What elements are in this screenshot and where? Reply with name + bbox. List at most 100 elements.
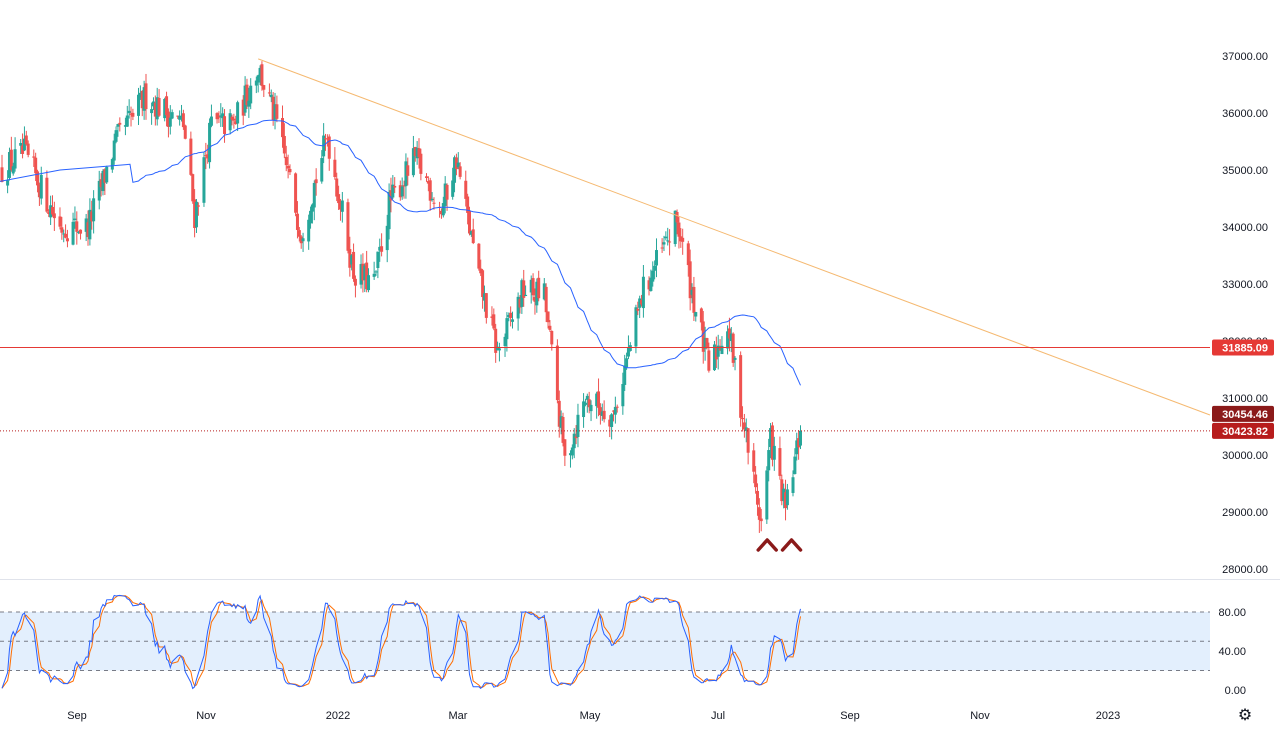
candle [49,195,53,226]
x-tick-label: May [580,710,601,722]
candle [60,216,64,240]
candle [361,253,365,293]
candle [32,149,36,167]
candle [19,138,23,155]
candle [546,311,550,329]
candle [752,443,756,484]
candle [451,167,455,200]
candle [112,133,116,165]
candle [79,229,83,240]
candle [439,208,443,219]
candle [754,466,758,494]
candle [533,288,537,315]
candle [129,106,133,127]
candle [234,115,238,125]
candle [613,396,617,424]
candle [690,283,694,304]
moving-average-layer [0,119,801,386]
candle [86,210,90,246]
candle [299,235,303,249]
candle [765,466,769,524]
candle [688,249,692,311]
candle [520,278,524,314]
candle [733,356,737,371]
moving-average-line [0,119,801,386]
candle [726,325,730,355]
candle [338,199,342,221]
candle [151,97,155,111]
candle [13,137,17,172]
candle [137,87,141,126]
gear-icon[interactable]: ⚙ [1237,707,1253,724]
candle [262,84,266,97]
candle [611,410,615,422]
candle [679,228,683,248]
candle [196,202,200,216]
candle [595,391,599,419]
candle [791,470,795,497]
candle [320,150,324,184]
candle [284,145,288,172]
candle [7,147,11,181]
candle [258,65,262,86]
candle [718,339,722,351]
candle [45,170,49,213]
osc-y-tick-label: 40.00 [1218,646,1246,658]
candle [363,263,367,293]
candle [142,80,146,120]
candle [92,190,96,234]
candle [153,95,157,126]
candle [755,483,759,516]
candle [583,398,587,407]
candle [598,403,602,425]
candle [716,334,720,370]
candle [256,74,260,93]
candle [561,412,565,447]
candle [529,275,533,304]
candle [99,173,103,197]
candle [509,306,513,327]
candle [223,109,227,143]
candle [600,403,604,421]
candle [757,498,761,533]
candle [621,372,625,415]
candle [73,206,77,229]
candle [36,169,40,193]
candle [741,406,745,432]
candle [114,126,118,144]
candle [230,114,234,126]
candle [585,393,589,413]
x-tick-label: 2023 [1096,710,1120,722]
candle [574,425,578,445]
x-tick-label: 2022 [326,710,350,722]
candle [589,400,593,422]
candle [419,148,423,181]
x-axis: Sep Nov 2022 Mar May Jul Sep Nov 2023 [67,710,1120,722]
candle [524,285,528,297]
candle [84,213,88,242]
candle [492,308,496,331]
candle [150,102,154,125]
candle [297,226,301,242]
candle [557,390,561,438]
candle [615,404,619,413]
candle [453,155,457,193]
y-tick-label: 35000.00 [1222,165,1268,177]
candle [376,251,380,279]
candle [507,312,511,322]
candle [468,206,471,236]
candle [21,133,25,159]
candle [385,214,389,263]
candle [90,200,94,230]
candle [155,87,159,126]
annotation-lines-layer [0,58,1211,552]
x-tick-label: Jul [711,710,725,722]
candle [47,209,51,218]
candle [110,157,114,173]
candle [793,448,797,475]
candle [608,415,612,438]
candle [181,109,185,130]
y-tick-label: 28000.00 [1222,564,1268,576]
